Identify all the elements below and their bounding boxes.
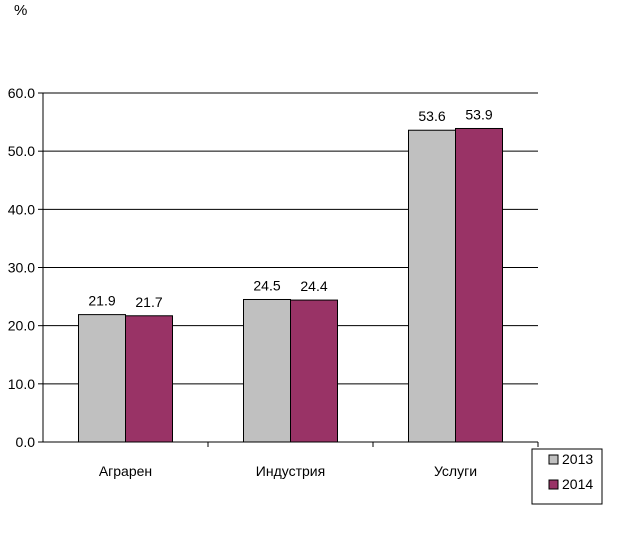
x-category-label: Аграрен xyxy=(99,463,152,479)
bar-2013-1 xyxy=(78,314,126,443)
y-tick-label: 20.0 xyxy=(8,318,35,334)
legend-label-2014: 2014 xyxy=(562,476,593,492)
y-tick-label: 10.0 xyxy=(8,376,35,392)
legend: 2013 2014 xyxy=(531,448,603,505)
x-category-label: Услуги xyxy=(434,463,477,479)
y-tick-label: 0.0 xyxy=(16,434,36,450)
legend-swatch-2013 xyxy=(548,454,559,465)
bar-2013-3 xyxy=(408,129,456,443)
data-label: 24.5 xyxy=(253,277,280,293)
data-label: 53.9 xyxy=(465,106,492,122)
legend-swatch-2014 xyxy=(548,479,559,490)
legend-label-2013: 2013 xyxy=(562,451,593,467)
y-tick-label: 60.0 xyxy=(8,85,35,101)
data-label: 21.7 xyxy=(135,294,162,310)
data-labels: 21.9 21.7 24.5 24.4 53.6 53.9 xyxy=(88,106,492,309)
y-axis-ticks: 0.0 10.0 20.0 30.0 40.0 50.0 60.0 xyxy=(8,85,35,450)
data-label: 24.4 xyxy=(300,278,327,294)
data-label: 53.6 xyxy=(418,108,445,124)
legend-box xyxy=(531,448,603,505)
axes xyxy=(38,92,539,447)
bar-2014-1 xyxy=(125,315,173,443)
y-tick-label: 30.0 xyxy=(8,260,35,276)
x-category-label: Индустрия xyxy=(256,463,325,479)
bars xyxy=(78,127,503,443)
bar-2013-2 xyxy=(243,298,291,443)
y-unit-label: % xyxy=(14,2,28,19)
bar-2014-2 xyxy=(290,299,338,443)
data-label: 21.9 xyxy=(88,293,115,309)
y-tick-label: 40.0 xyxy=(8,201,35,217)
x-axis-categories: Аграрен Индустрия Услуги xyxy=(99,463,477,479)
bar-2014-3 xyxy=(455,127,503,443)
y-tick-label: 50.0 xyxy=(8,143,35,159)
